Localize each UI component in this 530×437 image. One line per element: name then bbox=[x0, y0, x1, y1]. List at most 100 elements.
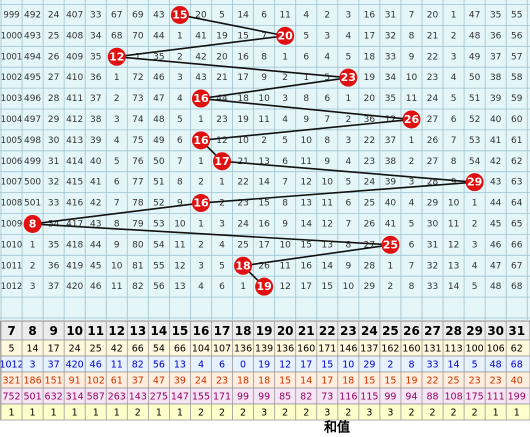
miss-count: 68 bbox=[111, 31, 123, 41]
miss-count: 1 bbox=[282, 52, 288, 62]
miss-count: 11 bbox=[406, 94, 417, 104]
miss-count: 10 bbox=[237, 136, 249, 146]
miss-count: 15 bbox=[237, 31, 248, 41]
miss-count: 29 bbox=[427, 199, 439, 209]
miss-count: 64 bbox=[511, 199, 523, 209]
stat-value: 1 bbox=[493, 408, 499, 419]
stat-value: 175 bbox=[466, 392, 484, 403]
miss-count: 12 bbox=[385, 115, 396, 125]
stat-value: 2 bbox=[472, 408, 478, 419]
sum-value: 15 bbox=[172, 8, 187, 21]
miss-count: 9 bbox=[409, 52, 415, 62]
sum-value: 12 bbox=[109, 50, 124, 63]
stat-value: 46 bbox=[90, 360, 102, 371]
miss-count: 40 bbox=[385, 199, 397, 209]
miss-count: 1 bbox=[472, 199, 478, 209]
miss-count: 24 bbox=[237, 219, 249, 229]
stat-value: 15 bbox=[363, 376, 375, 387]
miss-count: 20 bbox=[427, 10, 439, 20]
stat-value: 107 bbox=[213, 344, 231, 355]
stat-value: 587 bbox=[87, 392, 105, 403]
stat-value: 14 bbox=[448, 360, 460, 371]
sum-value: 20 bbox=[278, 29, 294, 42]
stat-value: 1 bbox=[177, 408, 183, 419]
miss-count: 3 bbox=[345, 10, 351, 20]
header-number: 22 bbox=[319, 324, 336, 338]
miss-count: 36 bbox=[490, 31, 502, 41]
stat-value: 136 bbox=[276, 344, 294, 355]
miss-count: 8 bbox=[345, 240, 351, 250]
miss-count: 62 bbox=[511, 157, 522, 167]
stat-value: 17 bbox=[48, 344, 60, 355]
miss-count: 30 bbox=[427, 219, 439, 229]
stat-value: 3 bbox=[261, 408, 267, 419]
miss-count: 57 bbox=[511, 52, 522, 62]
stat-value: 15 bbox=[279, 376, 291, 387]
stat-value: 151 bbox=[45, 376, 63, 387]
stat-value: 100 bbox=[466, 344, 484, 355]
stat-value: 18 bbox=[258, 376, 270, 387]
miss-count: 26 bbox=[48, 52, 60, 62]
header-number: 31 bbox=[508, 324, 525, 338]
miss-count: 47 bbox=[469, 10, 480, 20]
miss-count: 45 bbox=[90, 261, 101, 271]
miss-count: 54 bbox=[469, 157, 481, 167]
stat-value: 23 bbox=[490, 376, 502, 387]
miss-count: 6 bbox=[451, 115, 457, 125]
stat-value: 1 bbox=[93, 408, 99, 419]
miss-count: 49 bbox=[469, 52, 481, 62]
miss-count: 7 bbox=[177, 157, 183, 167]
miss-count: 19 bbox=[216, 31, 228, 41]
miss-count: 17 bbox=[237, 73, 248, 83]
miss-count: 19 bbox=[237, 115, 249, 125]
miss-count: 58 bbox=[511, 73, 523, 83]
stat-value: 1 bbox=[30, 408, 36, 419]
miss-count: 17 bbox=[300, 282, 311, 292]
header-number: 20 bbox=[277, 324, 294, 338]
stat-value: 2 bbox=[451, 408, 457, 419]
miss-count: 41 bbox=[490, 136, 501, 146]
sum-value: 16 bbox=[193, 197, 209, 210]
miss-count: 3 bbox=[177, 73, 183, 83]
miss-count: 41 bbox=[385, 219, 396, 229]
sum-value: 18 bbox=[235, 259, 250, 272]
miss-count: 5 bbox=[472, 282, 478, 292]
miss-count: 11 bbox=[174, 240, 185, 250]
miss-count: 44 bbox=[216, 94, 228, 104]
miss-count: 1 bbox=[303, 73, 309, 83]
miss-count: 46 bbox=[490, 240, 502, 250]
miss-count: 82 bbox=[132, 282, 143, 292]
miss-count: 11 bbox=[279, 261, 290, 271]
stat-value: 752 bbox=[2, 392, 20, 403]
miss-count: 3 bbox=[30, 282, 36, 292]
header-number: 8 bbox=[28, 324, 36, 338]
stat-value: 160 bbox=[297, 344, 315, 355]
stat-value: 19 bbox=[405, 376, 417, 387]
stat-value: 25 bbox=[448, 376, 460, 387]
stat-value: 136 bbox=[234, 344, 252, 355]
stat-value: 62 bbox=[511, 344, 523, 355]
sum-ball bbox=[191, 131, 210, 150]
miss-count: 25 bbox=[237, 240, 248, 250]
miss-count: 25 bbox=[48, 31, 59, 41]
miss-count: 37 bbox=[490, 52, 501, 62]
miss-count: 49 bbox=[153, 136, 165, 146]
stat-value: 18 bbox=[342, 376, 354, 387]
miss-count: 11 bbox=[322, 199, 333, 209]
miss-count: 10 bbox=[406, 73, 418, 83]
miss-count: 4 bbox=[219, 240, 225, 250]
miss-count: 3 bbox=[219, 219, 225, 229]
stat-value: 11 bbox=[111, 360, 123, 371]
stat-value: 88 bbox=[426, 392, 438, 403]
miss-count: 10 bbox=[174, 219, 186, 229]
miss-count: 9 bbox=[345, 261, 351, 271]
miss-count: 8 bbox=[303, 94, 309, 104]
miss-count: 1 bbox=[388, 261, 394, 271]
sum-ball bbox=[191, 194, 210, 213]
miss-count: 61 bbox=[511, 136, 522, 146]
miss-count: 44 bbox=[490, 199, 502, 209]
miss-count: 2 bbox=[177, 52, 183, 62]
miss-count: 36 bbox=[90, 73, 102, 83]
miss-count: 33 bbox=[385, 52, 396, 62]
stat-value: 199 bbox=[508, 392, 526, 403]
